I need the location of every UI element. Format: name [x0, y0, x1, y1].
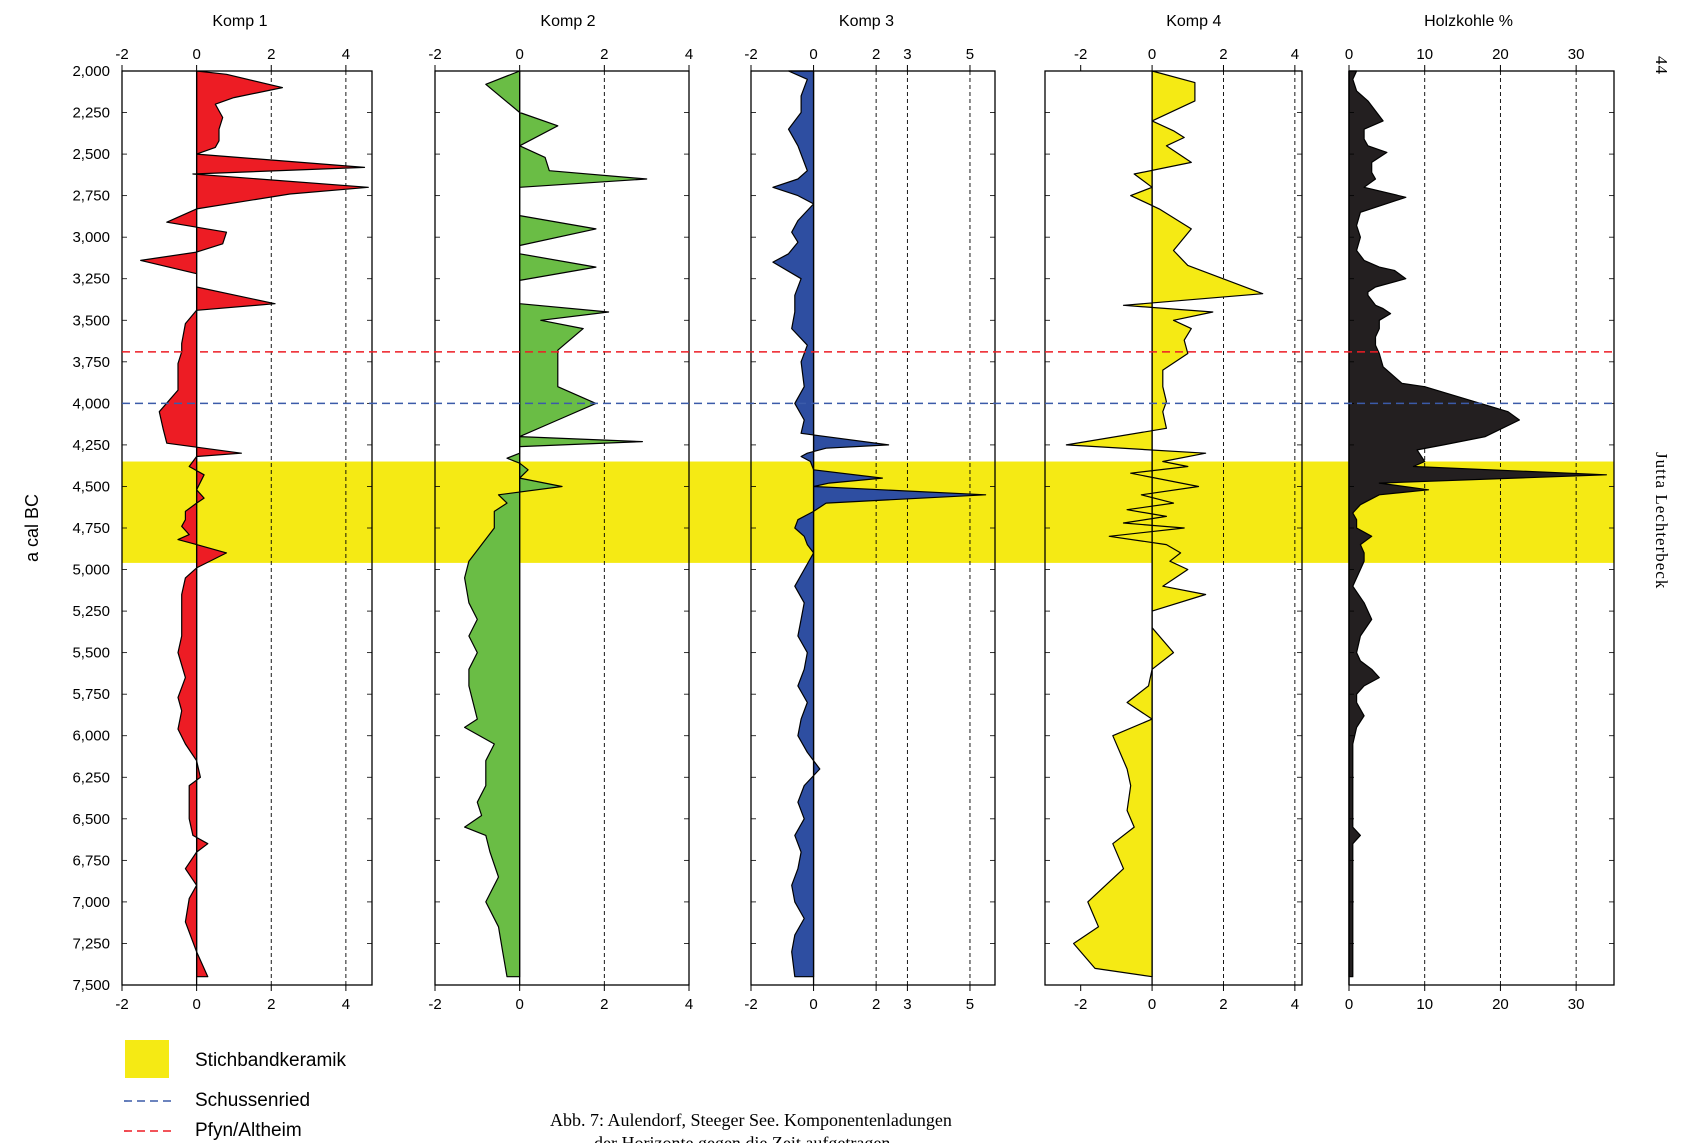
top-tick-label-0-0: -2 [115, 46, 128, 63]
panel-2: Komp 3 -2 -2 0 0 2 2 3 3 5 5 [744, 13, 996, 1013]
top-tick-label-4-2: 20 [1492, 46, 1509, 63]
top-tick-label-2-0: -2 [744, 46, 757, 63]
bottom-tick-label-3-3: 4 [1291, 996, 1299, 1013]
bottom-tick-label-1-0: -2 [428, 996, 441, 1013]
y-tick-label: 3,500 [72, 312, 110, 329]
y-tick-label: 4,750 [72, 520, 110, 537]
legend: Stichbandkeramik Schussenried Pfyn/Althe… [124, 1040, 347, 1141]
caption-line-1: Abb. 7: Aulendorf, Steeger See. Komponen… [550, 1110, 952, 1130]
caption-line-2: der Horizonte gegen die Zeit aufgetragen… [594, 1133, 895, 1143]
y-tick-label: 4,500 [72, 478, 110, 495]
bottom-tick-label-3-2: 2 [1219, 996, 1227, 1013]
bottom-tick-label-4-2: 20 [1492, 996, 1509, 1013]
y-tick-label: 7,250 [72, 935, 110, 952]
top-tick-label-0-1: 0 [192, 46, 200, 63]
bottom-tick-label-2-0: -2 [744, 996, 757, 1013]
top-tick-label-2-4: 5 [966, 46, 974, 63]
bottom-tick-label-1-2: 2 [600, 996, 608, 1013]
bottom-tick-label-2-2: 2 [872, 996, 880, 1013]
top-tick-label-4-3: 30 [1568, 46, 1585, 63]
panel-3: Komp 4 -2 -2 0 0 2 2 4 4 [1044, 13, 1303, 1013]
y-tick-label: 5,500 [72, 645, 110, 662]
top-tick-label-0-2: 2 [267, 46, 275, 63]
top-tick-label-1-1: 0 [515, 46, 523, 63]
y-tick-label: 5,750 [72, 686, 110, 703]
top-tick-label-3-0: -2 [1074, 46, 1087, 63]
bottom-tick-label-2-4: 5 [966, 996, 974, 1013]
y-tick-label: 6,000 [72, 728, 110, 745]
page-number: 44 [1652, 56, 1671, 75]
top-tick-label-3-3: 4 [1291, 46, 1299, 63]
bottom-tick-label-1-3: 4 [685, 996, 693, 1013]
y-tick-label: 3,750 [72, 354, 110, 371]
panel-1: Komp 2 -2 -2 0 0 2 2 4 4 [428, 13, 693, 1013]
bottom-tick-label-4-0: 0 [1345, 996, 1353, 1013]
y-tick-label: 4,000 [72, 395, 110, 412]
y-tick-label: 5,000 [72, 562, 110, 579]
legend-band-swatch [125, 1040, 169, 1078]
y-tick-label: 3,000 [72, 229, 110, 246]
y-tick-label: 7,000 [72, 894, 110, 911]
top-tick-label-4-0: 0 [1345, 46, 1353, 63]
y-tick-label: 2,000 [72, 63, 110, 80]
panel-4: Holzkohle % 0 0 10 10 20 20 30 30 [1345, 13, 1615, 1013]
top-tick-label-1-0: -2 [428, 46, 441, 63]
y-tick-label: 3,250 [72, 271, 110, 288]
y-axis-label: a cal BC [22, 494, 42, 562]
bottom-tick-label-0-3: 4 [342, 996, 350, 1013]
bottom-tick-label-3-0: -2 [1074, 996, 1087, 1013]
y-tick-label: 2,500 [72, 146, 110, 163]
y-tick-label: 7,500 [72, 977, 110, 994]
top-tick-label-1-2: 2 [600, 46, 608, 63]
bottom-tick-label-0-0: -2 [115, 996, 128, 1013]
bottom-tick-label-0-2: 2 [267, 996, 275, 1013]
top-tick-label-3-1: 0 [1148, 46, 1156, 63]
panel-title-4: Holzkohle % [1424, 13, 1513, 30]
y-tick-label: 5,250 [72, 603, 110, 620]
y-tick-label: 6,750 [72, 852, 110, 869]
panels-layer: Komp 1 -2 -2 0 0 2 2 4 4 Komp 2 -2 -2 0 0 2 2 4 4 Komp 3 -2… [115, 13, 1615, 1013]
top-tick-label-3-2: 2 [1219, 46, 1227, 63]
panel-title-1: Komp 2 [540, 13, 595, 30]
top-tick-label-2-3: 3 [903, 46, 911, 63]
top-tick-label-2-1: 0 [809, 46, 817, 63]
series-area-3 [1065, 70, 1264, 978]
top-tick-label-1-3: 4 [685, 46, 693, 63]
top-tick-label-0-3: 4 [342, 46, 350, 63]
horizon-layer [122, 351, 1614, 405]
top-tick-label-2-2: 2 [872, 46, 880, 63]
panel-title-0: Komp 1 [212, 13, 267, 30]
bottom-tick-label-4-1: 10 [1416, 996, 1433, 1013]
y-tick-label: 6,500 [72, 811, 110, 828]
bottom-tick-label-3-1: 0 [1148, 996, 1156, 1013]
series-area-4 [1348, 70, 1607, 978]
running-head-author: Jutta Lechterbeck [1652, 452, 1671, 589]
bottom-tick-label-0-1: 0 [192, 996, 200, 1013]
y-tick-label: 6,250 [72, 769, 110, 786]
bottom-tick-label-2-1: 0 [809, 996, 817, 1013]
y-tick-label: 4,250 [72, 437, 110, 454]
bottom-tick-label-4-3: 30 [1568, 996, 1585, 1013]
panel-title-3: Komp 4 [1166, 13, 1221, 30]
y-tick-label: 2,750 [72, 188, 110, 205]
top-tick-label-4-1: 10 [1416, 46, 1433, 63]
legend-schussenried-label: Schussenried [195, 1090, 310, 1111]
panel-title-2: Komp 3 [839, 13, 894, 30]
y-tick-label: 2,250 [72, 105, 110, 122]
bottom-tick-label-1-1: 0 [515, 996, 523, 1013]
y-axis: 2,000 2,250 2,500 2,750 3,000 3,250 3,500 3,750… [22, 63, 110, 994]
panel-0: Komp 1 -2 -2 0 0 2 2 4 4 [115, 13, 373, 1013]
legend-pfyn-label: Pfyn/Altheim [195, 1120, 302, 1141]
bottom-tick-label-2-3: 3 [903, 996, 911, 1013]
legend-band-label: Stichbandkeramik [195, 1050, 347, 1071]
